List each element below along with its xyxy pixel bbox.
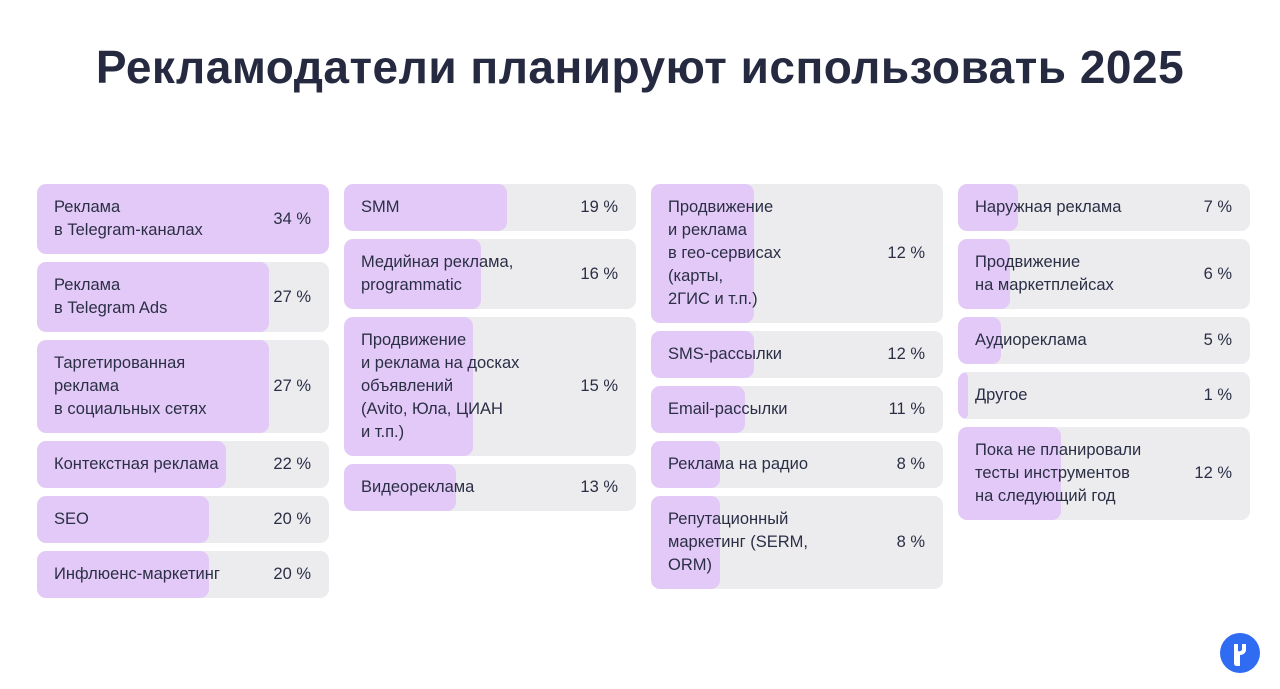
bar-fill — [37, 184, 329, 254]
bar-card: Email-рассылки 11 % — [651, 386, 943, 433]
bar-value: 27 % — [273, 377, 311, 395]
bar-fill — [958, 184, 1018, 231]
bar-label: Продвижение на маркетплейсах — [975, 253, 1114, 294]
bar-card: SMS-рассылки 12 % — [651, 331, 943, 378]
bar-card: Аудиореклама 5 % — [958, 317, 1250, 364]
bar-fill — [37, 262, 269, 332]
bar-fill — [37, 441, 226, 488]
bar-label: SEO — [54, 510, 89, 528]
bar-card: Реклама на радио 8 % — [651, 441, 943, 488]
bar-value: 7 % — [1203, 198, 1232, 216]
bar-card: Продвижение и реклама в гео-сервисах (ка… — [651, 184, 943, 323]
bar-card: Другое 1 % — [958, 372, 1250, 419]
bar-card: Пока не планировали тесты инструментов н… — [958, 427, 1250, 520]
bar-fill — [958, 239, 1010, 309]
bar-value: 12 % — [887, 345, 925, 363]
bar-value: 8 % — [896, 533, 925, 551]
bar-fill — [344, 464, 456, 511]
bar-fill — [344, 184, 507, 231]
bar-value: 20 % — [273, 510, 311, 528]
bar-label: Пока не планировали тесты инструментов н… — [975, 441, 1142, 505]
bar-fill — [651, 184, 754, 323]
bar-value: 22 % — [273, 455, 311, 473]
bar-fill — [958, 427, 1061, 520]
bar-value: 19 % — [580, 198, 618, 216]
bar-fill — [37, 551, 209, 598]
bar-label: Видеореклама — [361, 478, 475, 496]
bar-fill — [651, 331, 754, 378]
bar-fill — [958, 317, 1001, 364]
bar-fill — [651, 441, 720, 488]
bar-value: 6 % — [1203, 264, 1232, 283]
bar-fill — [37, 496, 209, 543]
bar-label: Реклама в Telegram Ads — [54, 276, 168, 317]
bar-card: SMM 19 % — [344, 184, 636, 231]
bar-card: Видеореклама 13 % — [344, 464, 636, 511]
bar-value: 15 % — [580, 377, 618, 395]
bar-card: Таргетированная реклама в социальных сет… — [37, 340, 329, 433]
bar-value: 5 % — [1203, 331, 1232, 349]
bar-value: 20 % — [273, 565, 311, 583]
bar-value: 12 % — [887, 244, 925, 262]
bar-label: Реклама в Telegram-каналах — [54, 198, 203, 239]
bar-value: 1 % — [1203, 386, 1232, 404]
bar-label: Инфлюенс-маркетинг — [54, 565, 220, 583]
bar-card: Реклама в Telegram Ads 27 % — [37, 262, 329, 332]
bar-fill — [344, 317, 473, 456]
bar-label: Продвижение и реклама в гео-сервисах (ка… — [668, 198, 782, 308]
page-title: Рекламодатели планируют использовать 202… — [95, 41, 1185, 93]
bar-fill — [37, 340, 269, 433]
bar-card: Реклама в Telegram-каналах 34 % — [37, 184, 329, 254]
bar-fill — [958, 372, 968, 419]
bar-value: 16 % — [580, 264, 618, 283]
bar-label: SMS-рассылки — [668, 345, 783, 363]
bar-value: 12 % — [1194, 464, 1232, 482]
bar-card: SEO 20 % — [37, 496, 329, 543]
bar-label: Реклама на радио — [668, 455, 809, 473]
chart-column-4: Наружная реклама 7 % Продвижение на маркет… — [958, 184, 1250, 528]
bar-label: Аудиореклама — [975, 331, 1087, 349]
bar-label: Другое — [975, 386, 1028, 404]
bar-label: Контекстная реклама — [54, 455, 219, 473]
bar-value: 27 % — [273, 287, 311, 306]
chart-column-2: SMM 19 % Медийная реклама, programmatic 16 … — [344, 184, 636, 519]
bar-value: 8 % — [896, 455, 925, 473]
bar-card: Контекстная реклама 22 % — [37, 441, 329, 488]
bar-fill — [344, 239, 481, 309]
bar-value: 13 % — [580, 478, 618, 496]
bar-label: Наружная реклама — [975, 198, 1122, 216]
bar-label: Продвижение и реклама на досках объявлен… — [361, 331, 520, 441]
chart-column-3: Продвижение и реклама в гео-сервисах (ка… — [651, 184, 943, 597]
bar-fill — [651, 386, 745, 433]
chart-column-1: Реклама в Telegram-каналах 34 % Реклама в … — [37, 184, 329, 606]
bar-fill — [651, 496, 720, 589]
bar-card: Медийная реклама, programmatic 16 % — [344, 239, 636, 309]
bar-card: Продвижение на маркетплейсах 6 % — [958, 239, 1250, 309]
bar-label: Репутационный маркетинг (SERM, ORM) — [668, 510, 808, 574]
bar-label: Медийная реклама, programmatic — [361, 253, 514, 294]
bar-card: Репутационный маркетинг (SERM, ORM) 8 % — [651, 496, 943, 589]
brand-logo-icon — [1220, 633, 1260, 673]
bar-card: Инфлюенс-маркетинг 20 % — [37, 551, 329, 598]
bar-label: SMM — [361, 198, 400, 216]
bar-card: Наружная реклама 7 % — [958, 184, 1250, 231]
bar-value: 11 % — [888, 400, 925, 418]
bar-label: Таргетированная реклама в социальных сет… — [54, 354, 207, 418]
bar-label: Email-рассылки — [668, 400, 788, 418]
bar-card: Продвижение и реклама на досках объявлен… — [344, 317, 636, 456]
bar-value: 34 % — [273, 209, 311, 228]
